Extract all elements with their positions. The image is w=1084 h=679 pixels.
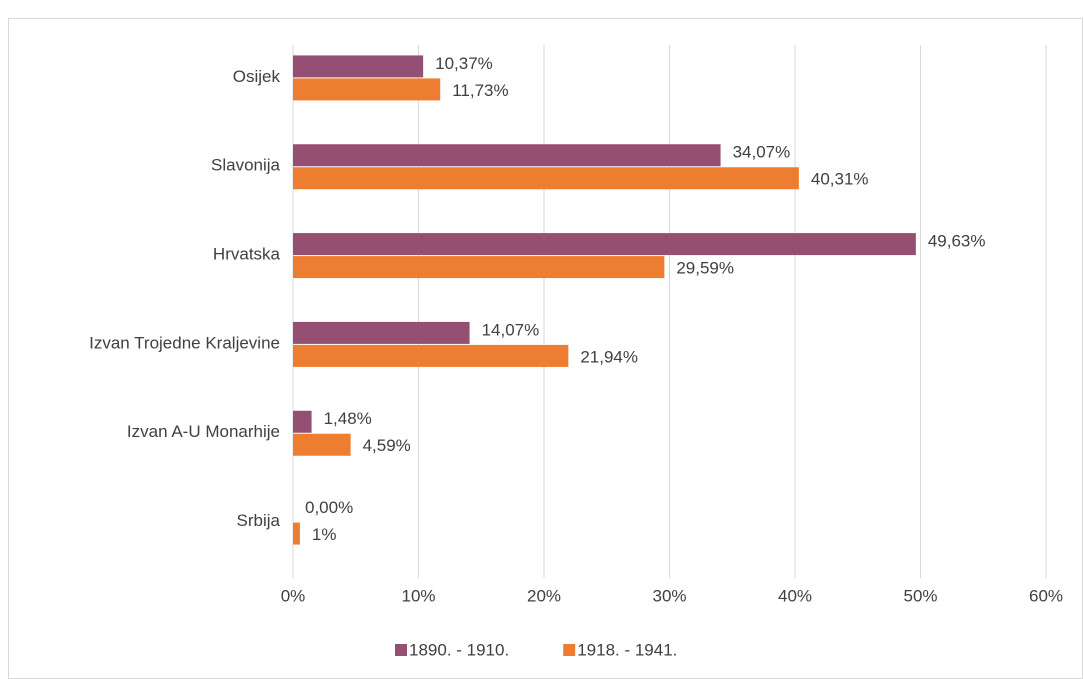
x-tick-label: 60% [1029,586,1063,605]
bar [293,233,916,256]
y-tick-label: Hrvatska [213,245,281,264]
bar [293,167,799,190]
data-label: 14,07% [482,320,540,339]
bar [293,410,312,433]
data-label: 0,00% [305,498,353,517]
data-label: 4,59% [363,436,411,455]
data-label: 1,48% [324,409,372,428]
y-tick-label: Izvan Trojedne Kraljevine [89,333,280,352]
legend-label: 1918. - 1941. [577,640,677,659]
x-tick-label: 30% [652,586,686,605]
data-label: 34,07% [733,143,791,162]
bar [293,321,470,344]
y-tick-label: Izvan A-U Monarhije [127,422,280,441]
legend-label: 1890. - 1910. [409,640,509,659]
data-label: 1% [312,525,337,544]
x-tick-label: 40% [778,586,812,605]
bar [293,55,424,78]
data-label: 21,94% [580,347,638,366]
bar [293,256,665,279]
y-tick-label: Osijek [233,67,281,86]
bar [293,144,721,167]
y-tick-label: Srbija [237,511,281,530]
x-tick-label: 20% [527,586,561,605]
bar [293,433,351,456]
data-label: 29,59% [676,259,734,278]
x-tick-label: 0% [281,586,306,605]
bar [293,78,441,101]
data-label: 11,73% [452,81,508,100]
data-label: 49,63% [928,232,986,251]
legend-swatch [395,644,407,656]
bar [293,344,569,367]
data-label: 40,31% [811,170,869,189]
legend-swatch [563,644,576,656]
y-tick-label: Slavonija [211,156,281,175]
x-tick-label: 10% [401,586,435,605]
data-label: 10,37% [435,54,493,73]
bar [293,522,300,545]
x-tick-label: 50% [903,586,937,605]
